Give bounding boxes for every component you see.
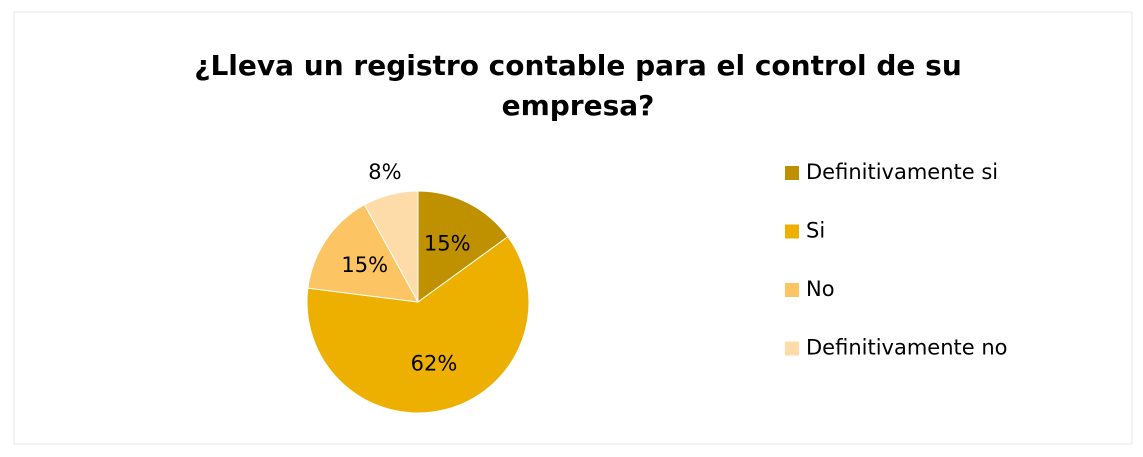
data-label: 15% [341, 253, 388, 277]
pie-slice [363, 190, 419, 303]
chart-frame [13, 11, 1133, 445]
legend-label: Si [806, 219, 825, 243]
pie-slice [417, 190, 509, 303]
pie-slice [307, 204, 419, 303]
data-label: 15% [424, 232, 471, 256]
chart-title: ¿Lleva un registro contable para el cont… [194, 49, 962, 122]
legend-swatch [785, 341, 799, 356]
data-label: 8% [368, 160, 401, 184]
legend-swatch [785, 224, 799, 239]
legend-label: Definitivamente si [806, 160, 998, 184]
legend-label: Definitivamente no [806, 336, 1008, 360]
legend-label: No [806, 277, 835, 301]
pie-slice [306, 236, 530, 414]
legend-swatch [785, 283, 799, 297]
legend-swatch [785, 166, 799, 180]
data-label: 62% [411, 351, 458, 375]
